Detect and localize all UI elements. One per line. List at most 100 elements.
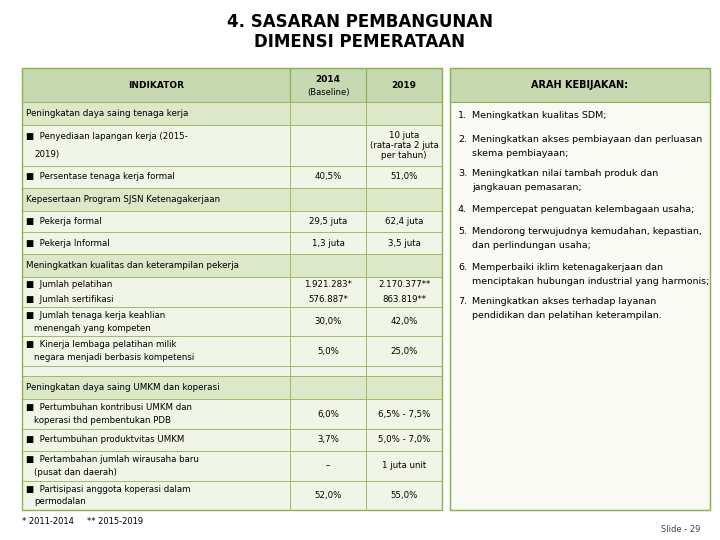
Bar: [22, 68, 442, 510]
Bar: [450, 102, 710, 510]
Text: ■  Pekerja Informal: ■ Pekerja Informal: [26, 239, 109, 248]
Text: 2019: 2019: [392, 80, 416, 90]
Text: 6,5% - 7,5%: 6,5% - 7,5%: [378, 409, 430, 418]
Text: 5,0%: 5,0%: [317, 347, 339, 356]
Text: menciptakan hubungan industrial yang harmonis;: menciptakan hubungan industrial yang har…: [472, 276, 709, 286]
Text: 2.170.377**: 2.170.377**: [378, 280, 430, 289]
Bar: [366, 102, 442, 125]
Bar: [22, 366, 290, 376]
Text: Meningkatkan akses pembiayaan dan perluasan: Meningkatkan akses pembiayaan dan perlua…: [472, 134, 702, 144]
Bar: [22, 188, 290, 211]
Bar: [290, 336, 366, 366]
Text: 1.921.283*: 1.921.283*: [304, 280, 352, 289]
Text: 4. SASARAN PEMBANGUNAN: 4. SASARAN PEMBANGUNAN: [227, 13, 493, 31]
Text: pendidikan dan pelatihan keterampilan.: pendidikan dan pelatihan keterampilan.: [472, 312, 662, 321]
Text: 10 juta: 10 juta: [389, 131, 419, 140]
Text: 2014: 2014: [315, 76, 341, 84]
Text: ■  Kinerja lembaga pelatihan milik: ■ Kinerja lembaga pelatihan milik: [26, 340, 176, 349]
Text: dan perlindungan usaha;: dan perlindungan usaha;: [472, 241, 591, 251]
Bar: [290, 125, 366, 166]
Text: Slide - 29: Slide - 29: [661, 525, 700, 535]
Bar: [366, 307, 442, 336]
Bar: [290, 366, 366, 376]
Text: (Baseline): (Baseline): [307, 87, 349, 97]
Text: ■  Persentase tenaga kerja formal: ■ Persentase tenaga kerja formal: [26, 172, 175, 181]
Bar: [366, 336, 442, 366]
Bar: [290, 68, 366, 102]
Bar: [22, 429, 290, 451]
Text: 62,4 juta: 62,4 juta: [384, 217, 423, 226]
Bar: [366, 451, 442, 481]
Bar: [450, 68, 710, 102]
Text: (pusat dan daerah): (pusat dan daerah): [34, 468, 117, 477]
Bar: [290, 307, 366, 336]
Bar: [290, 376, 366, 399]
Text: per tahun): per tahun): [382, 151, 427, 160]
Bar: [22, 399, 290, 429]
Text: ■  Partisipasi anggota koperasi dalam: ■ Partisipasi anggota koperasi dalam: [26, 484, 191, 494]
Bar: [366, 166, 442, 188]
Text: * 2011-2014     ** 2015-2019: * 2011-2014 ** 2015-2019: [22, 517, 143, 526]
Bar: [366, 68, 442, 102]
Text: 3,7%: 3,7%: [317, 435, 339, 444]
Bar: [290, 102, 366, 125]
Text: 2.: 2.: [458, 134, 467, 144]
Text: 25,0%: 25,0%: [390, 347, 418, 356]
Text: ■  Jumlah pelatihan: ■ Jumlah pelatihan: [26, 280, 112, 289]
Bar: [22, 254, 290, 277]
Text: DIMENSI PEMERATAAN: DIMENSI PEMERATAAN: [254, 33, 466, 51]
Bar: [290, 254, 366, 277]
Bar: [22, 232, 290, 254]
Bar: [22, 336, 290, 366]
Bar: [22, 211, 290, 232]
Text: Meningkatkan kualitas dan keterampilan pekerja: Meningkatkan kualitas dan keterampilan p…: [26, 261, 239, 270]
Text: 576.887*: 576.887*: [308, 295, 348, 304]
Bar: [366, 399, 442, 429]
Text: Kepesertaan Program SJSN Ketenagakerjaan: Kepesertaan Program SJSN Ketenagakerjaan: [26, 195, 220, 204]
Text: 4.: 4.: [458, 205, 467, 213]
Text: 52,0%: 52,0%: [315, 491, 342, 500]
Bar: [22, 451, 290, 481]
Bar: [366, 188, 442, 211]
Text: koperasi thd pembentukan PDB: koperasi thd pembentukan PDB: [34, 416, 171, 425]
Text: jangkauan pemasaran;: jangkauan pemasaran;: [472, 184, 582, 192]
Text: 5,0% - 7,0%: 5,0% - 7,0%: [378, 435, 430, 444]
Text: menengah yang kompeten: menengah yang kompeten: [34, 323, 150, 333]
Text: Meningkatkan akses terhadap layanan: Meningkatkan akses terhadap layanan: [472, 298, 656, 307]
Bar: [22, 481, 290, 510]
Text: Mempercepat penguatan kelembagaan usaha;: Mempercepat penguatan kelembagaan usaha;: [472, 205, 694, 213]
Bar: [366, 277, 442, 307]
Bar: [450, 68, 710, 510]
Bar: [366, 429, 442, 451]
Text: ■  Pekerja formal: ■ Pekerja formal: [26, 217, 102, 226]
Text: ■  Penyediaan lapangan kerja (2015-: ■ Penyediaan lapangan kerja (2015-: [26, 132, 188, 141]
Text: INDIKATOR: INDIKATOR: [128, 80, 184, 90]
Bar: [22, 125, 290, 166]
Bar: [366, 232, 442, 254]
Text: 55,0%: 55,0%: [390, 491, 418, 500]
Bar: [22, 307, 290, 336]
Text: 30,0%: 30,0%: [315, 317, 342, 326]
Bar: [366, 366, 442, 376]
Bar: [22, 166, 290, 188]
Text: ■  Pertumbuhan kontribusi UMKM dan: ■ Pertumbuhan kontribusi UMKM dan: [26, 403, 192, 412]
Text: 3,5 juta: 3,5 juta: [387, 239, 420, 248]
Text: negara menjadi berbasis kompetensi: negara menjadi berbasis kompetensi: [34, 353, 194, 362]
Bar: [366, 254, 442, 277]
Bar: [290, 429, 366, 451]
Bar: [366, 125, 442, 166]
Text: 1.: 1.: [458, 111, 467, 120]
Text: ■  Jumlah sertifikasi: ■ Jumlah sertifikasi: [26, 295, 114, 304]
Text: 7.: 7.: [458, 298, 467, 307]
Bar: [366, 211, 442, 232]
Text: 1,3 juta: 1,3 juta: [312, 239, 344, 248]
Bar: [22, 277, 290, 307]
Bar: [290, 399, 366, 429]
Text: 51,0%: 51,0%: [390, 172, 418, 181]
Bar: [290, 232, 366, 254]
Text: 2019): 2019): [34, 150, 59, 159]
Text: 6,0%: 6,0%: [317, 409, 339, 418]
Bar: [290, 188, 366, 211]
Bar: [290, 277, 366, 307]
Text: 29,5 juta: 29,5 juta: [309, 217, 347, 226]
